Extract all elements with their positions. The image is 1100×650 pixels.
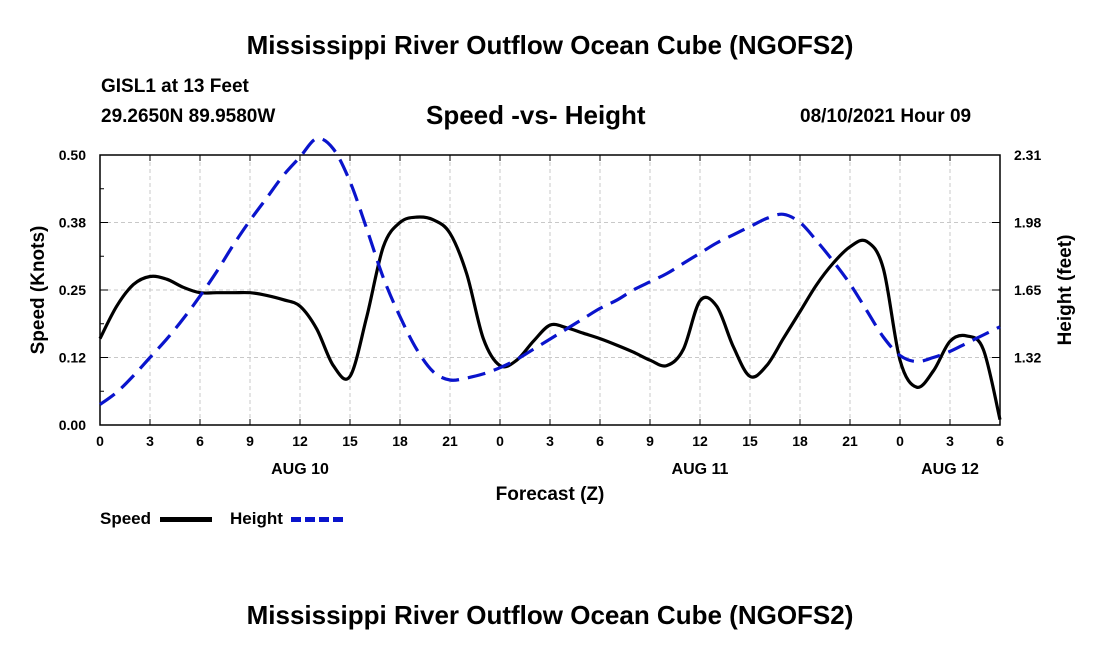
chart-subtitle: Speed -vs- Height (426, 100, 646, 130)
x-tick-label: 0 (896, 433, 904, 449)
plot-frame (99, 154, 1001, 426)
x-tick-label: 9 (646, 433, 654, 449)
legend-height-label: Height (230, 509, 283, 528)
x-tick-label: 3 (946, 433, 954, 449)
x-tick-label: 18 (392, 433, 408, 449)
axis-labels: 0 3 6 9 12 15 18 21 0 3 6 9 12 15 18 21 0 3 6 0.00 0.12 0.25 0… (28, 147, 1076, 505)
axes (99, 154, 1001, 426)
x-tick-label: 6 (996, 433, 1004, 449)
legend-speed-label: Speed (100, 509, 152, 528)
chart-title-top: Mississippi River Outflow Ocean Cube (NG… (246, 30, 854, 60)
y-tick-label: 0.00 (59, 417, 86, 433)
x-tick-label: 15 (342, 433, 358, 449)
x-tick-label: 15 (742, 433, 758, 449)
legend-height-swatch (291, 517, 343, 522)
y-tick-label: 0.50 (59, 147, 86, 163)
y-axis-title: Speed (Knots) (28, 226, 49, 355)
x-tick-label: 12 (692, 433, 708, 449)
x-tick-label: 0 (496, 433, 504, 449)
x-axis-title: Forecast (Z) (496, 484, 605, 505)
x-tick-label: 3 (146, 433, 154, 449)
x-tick-label: 9 (246, 433, 254, 449)
date-label: AUG 11 (672, 461, 729, 478)
y-tick-label: 0.38 (59, 215, 86, 231)
y2-tick-label: 2.31 (1014, 147, 1041, 163)
x-tick-label: 18 (792, 433, 808, 449)
y2-tick-label: 1.32 (1014, 350, 1041, 366)
legend-speed-swatch (160, 517, 212, 522)
x-tick-label: 21 (442, 433, 458, 449)
x-tick-label: 12 (292, 433, 308, 449)
y-tick-label: 0.25 (59, 282, 86, 298)
location-label: 29.2650N 89.9580W (101, 106, 276, 127)
y2-axis-title: Height (feet) (1055, 235, 1076, 346)
date-label: AUG 10 (271, 461, 329, 478)
x-tick-label: 21 (842, 433, 858, 449)
x-tick-label: 3 (546, 433, 554, 449)
series-line-height (99, 136, 1001, 406)
y-tick-label: 0.12 (59, 350, 86, 366)
y2-tick-label: 1.98 (1014, 215, 1041, 231)
grid-lines (100, 155, 1000, 425)
speed-height-chart: 0 3 6 9 12 15 18 21 0 3 6 9 12 15 18 21 0 3 6 0.00 0.12 0.25 0… (28, 136, 1076, 505)
chart-title-bottom: Mississippi River Outflow Ocean Cube (NG… (246, 600, 854, 630)
date-label: AUG 12 (921, 461, 979, 478)
x-tick-label: 0 (96, 433, 104, 449)
x-tick-label: 6 (596, 433, 604, 449)
series-layer (98, 136, 1002, 420)
station-label: GISL1 at 13 Feet (101, 76, 249, 97)
x-tick-label: 6 (196, 433, 204, 449)
datetime-label: 08/10/2021 Hour 09 (800, 106, 972, 127)
series-line-speed (98, 215, 1002, 420)
y2-tick-label: 1.65 (1014, 282, 1041, 298)
